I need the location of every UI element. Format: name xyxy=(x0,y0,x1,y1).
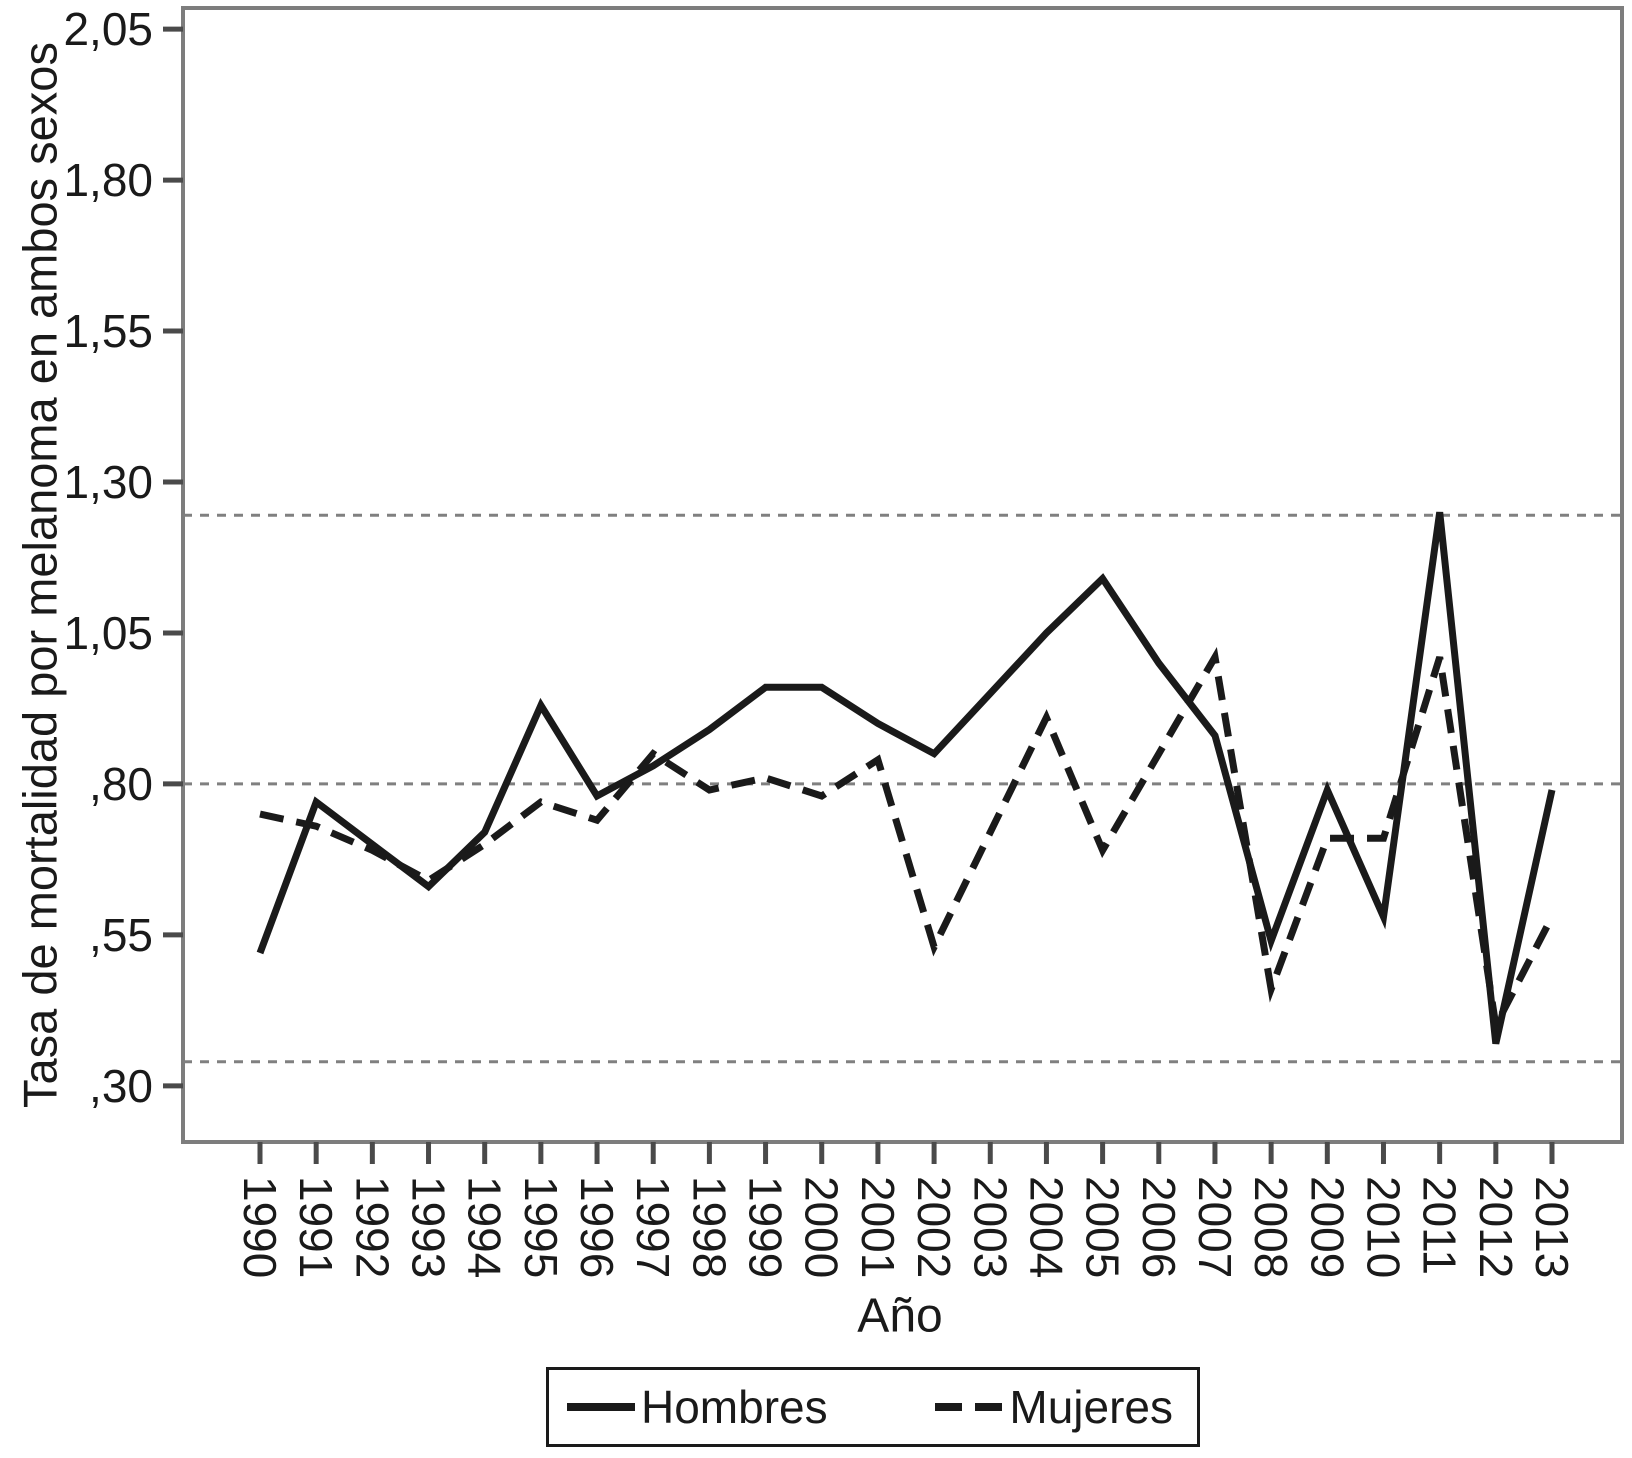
legend-item-hombres: Hombres xyxy=(565,1384,828,1430)
x-tick-label: 1997 xyxy=(627,1176,679,1278)
y-tick-label: 1,80 xyxy=(63,154,153,206)
legend-label-mujeres: Mujeres xyxy=(1009,1381,1173,1433)
x-tick-label: 1995 xyxy=(515,1176,567,1278)
x-tick-label: 2013 xyxy=(1526,1176,1578,1278)
x-tick-label: 2008 xyxy=(1245,1176,1297,1278)
x-tick-label: 1991 xyxy=(290,1176,342,1278)
x-tick-label: 1996 xyxy=(571,1176,623,1278)
y-tick-label: ,55 xyxy=(89,909,153,961)
y-axis-title: Tasa de mortalidad por melanoma en ambos… xyxy=(13,42,67,1108)
x-tick-label: 2005 xyxy=(1077,1176,1129,1278)
y-tick-label: ,80 xyxy=(89,758,153,810)
hombres-solid-line-swatch xyxy=(567,1403,635,1411)
x-tick-label: 2010 xyxy=(1357,1176,1409,1278)
x-tick-label: 2000 xyxy=(796,1176,848,1278)
legend-label-hombres: Hombres xyxy=(641,1381,828,1433)
mujeres-dashed-line-swatch xyxy=(935,1403,1004,1411)
x-tick-label: 1994 xyxy=(459,1176,511,1278)
y-tick-label: 1,55 xyxy=(63,305,153,357)
hombres-line xyxy=(256,511,1556,1045)
x-tick-label: 1998 xyxy=(683,1176,735,1278)
x-tick-label: 1999 xyxy=(740,1176,792,1278)
x-tick-label: 2004 xyxy=(1020,1176,1072,1278)
y-tick-label: 2,05 xyxy=(63,3,153,55)
legend: Hombres Mujeres xyxy=(546,1367,1200,1447)
y-tick-label: 1,30 xyxy=(63,456,153,508)
x-tick-label: 2001 xyxy=(852,1176,904,1278)
x-tick-label: 2006 xyxy=(1133,1176,1185,1278)
x-tick-label: 1993 xyxy=(403,1176,455,1278)
x-tick-label: 1992 xyxy=(346,1176,398,1278)
x-axis-title: Año xyxy=(857,1289,943,1343)
x-tick-label: 2003 xyxy=(964,1176,1016,1278)
x-tick-label: 2009 xyxy=(1301,1176,1353,1278)
x-tick-label: 1990 xyxy=(234,1176,286,1278)
y-tick-label: 1,05 xyxy=(63,607,153,659)
x-tick-label: 2011 xyxy=(1414,1176,1466,1275)
mujeres-line xyxy=(259,646,1556,1037)
x-tick-label: 2002 xyxy=(908,1176,960,1278)
x-tick-label: 2012 xyxy=(1470,1176,1522,1278)
x-tick-label: 2007 xyxy=(1189,1176,1241,1278)
y-tick-label: ,30 xyxy=(89,1060,153,1112)
plot-border xyxy=(181,6,1624,1144)
legend-item-mujeres: Mujeres xyxy=(933,1384,1173,1430)
